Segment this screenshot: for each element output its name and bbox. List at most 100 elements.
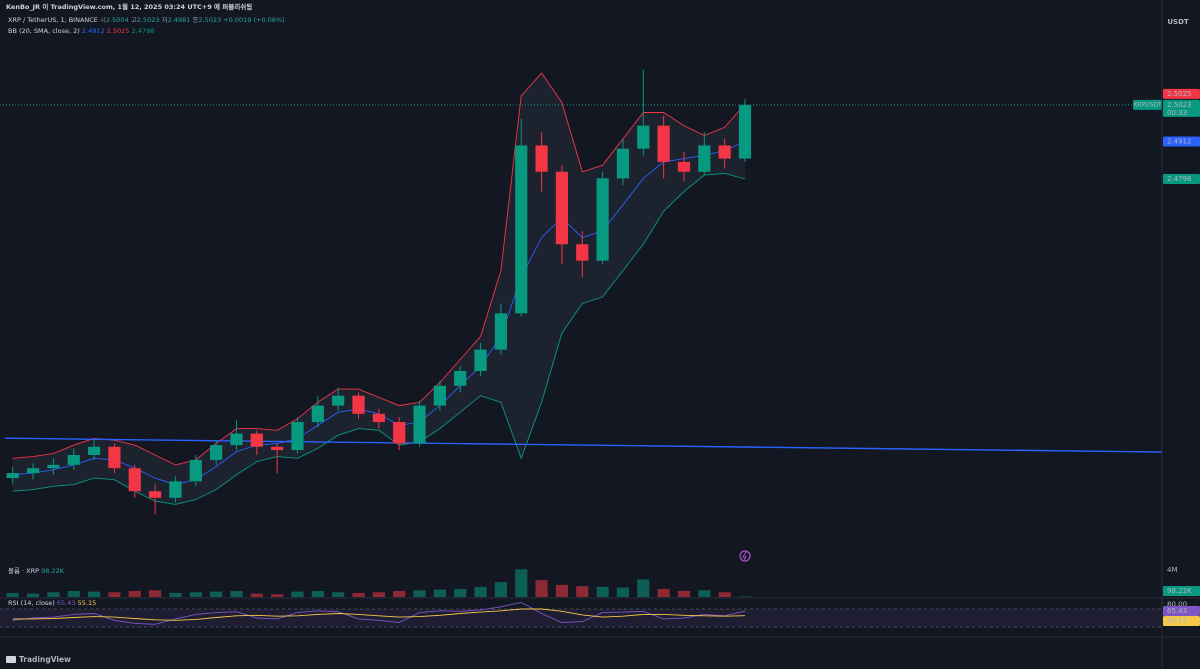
candle-body xyxy=(393,422,406,444)
rsi-value-box xyxy=(1163,606,1200,617)
candle-body xyxy=(535,145,548,172)
upper-price-label-box xyxy=(1163,88,1200,99)
ohlc-value: 2.5004 xyxy=(106,16,129,24)
trend-line xyxy=(5,437,1163,453)
plot xyxy=(0,69,1163,628)
bb-basis-value: 2.4912 xyxy=(82,27,105,35)
symbol-legend: XRP / TetherUS, 1, BINANCE 시2.5004 고2.50… xyxy=(8,15,285,24)
rsi-tick-label: 80.00 xyxy=(1167,601,1187,609)
candle-body xyxy=(311,405,324,423)
bb-name: BB (20, SMA, close, 2) xyxy=(8,27,80,35)
ohlc-value: 2.5023 xyxy=(198,16,221,24)
volume-value: 98.22K xyxy=(41,567,65,575)
candle-body xyxy=(698,145,711,172)
candle-body xyxy=(108,446,121,469)
candle-body xyxy=(433,385,446,406)
volume-bar xyxy=(372,592,385,597)
volume-bar xyxy=(576,586,589,597)
ohlc-label: 종 xyxy=(192,16,198,24)
candle-body xyxy=(616,148,630,179)
volume-value-label: 98.22K xyxy=(1167,587,1192,595)
volume-bar xyxy=(291,591,304,597)
candle-body xyxy=(332,395,345,406)
bb-upper-value: 2.5025 xyxy=(107,27,130,35)
candle-body xyxy=(738,104,752,159)
volume-value-box xyxy=(1163,586,1200,596)
candle-body xyxy=(474,349,487,372)
volume-bar xyxy=(189,592,202,597)
basis-price-label-box xyxy=(1163,136,1200,147)
last-price-label-sub: 00:33 xyxy=(1167,109,1187,117)
volume-bar xyxy=(698,590,711,597)
symbol: XRP / TetherUS, 1, BINANCE xyxy=(8,16,98,24)
volume-bar xyxy=(169,592,182,597)
candle-body xyxy=(677,161,691,172)
ohlc-label: 시 xyxy=(100,16,106,24)
candle-body xyxy=(637,125,650,149)
axis-unit: USDT xyxy=(1167,18,1189,26)
volume-bar xyxy=(67,590,80,597)
volume-bar xyxy=(555,584,569,597)
last-price-label-box xyxy=(1163,99,1200,117)
candle-body xyxy=(128,468,141,492)
volume-bar xyxy=(433,589,446,597)
candle-body xyxy=(26,468,40,474)
volume-title: 볼륨 · XRP xyxy=(8,566,39,575)
last-price-label: 2.5023 xyxy=(1167,101,1192,109)
volume-bar xyxy=(474,586,487,597)
volume-bar xyxy=(6,592,19,597)
candle-body xyxy=(413,405,426,444)
rsi-title: RSI (14, close) xyxy=(8,599,55,607)
candle-body xyxy=(372,413,385,423)
basis-price-label: 2.4912 xyxy=(1167,137,1192,145)
volume-legend: 볼륨 · XRP 98.22K xyxy=(8,566,65,575)
volume-bar xyxy=(718,592,731,597)
rsi-line xyxy=(12,608,746,621)
volume-bar xyxy=(454,588,467,597)
publisher-line: KenBo_JR 이 TradingView.com, 1월 12, 2025 … xyxy=(6,2,252,11)
candle-body xyxy=(250,433,263,447)
logo-text: TradingView xyxy=(19,655,71,664)
rsi-line xyxy=(12,601,746,625)
rsi-legend: RSI (14, close) 65.43 55.15 xyxy=(8,599,96,607)
volume-bar xyxy=(108,592,121,597)
volume-bar xyxy=(47,592,60,597)
candle-body xyxy=(210,445,223,460)
volume-bar xyxy=(515,569,528,597)
volume-bar xyxy=(657,588,670,597)
bb-legend: BB (20, SMA, close, 2) 2.4912 2.5025 2.4… xyxy=(8,27,154,35)
ohlc-label: 저 xyxy=(162,15,168,24)
volume-bar xyxy=(596,586,609,597)
candle-body xyxy=(657,125,670,162)
candle-body xyxy=(47,464,60,469)
volume-bar xyxy=(413,590,426,597)
candle-body xyxy=(718,145,731,159)
candle-body xyxy=(515,145,528,314)
volume-bar xyxy=(352,592,365,597)
ohlc-value: 2.4981 xyxy=(168,16,191,24)
rsi-value-label: 65.43 xyxy=(1167,607,1187,615)
volume-bar xyxy=(26,593,40,597)
bb-upper-line xyxy=(12,72,746,466)
volume-bar xyxy=(311,590,324,597)
candle-body xyxy=(555,171,569,245)
candle-body xyxy=(352,395,365,414)
logo: TradingView xyxy=(6,655,71,664)
volume-tick-label: 4M xyxy=(1167,566,1178,574)
rsi-value: 65.43 xyxy=(57,599,76,607)
volume-bar xyxy=(393,590,406,597)
candle-body xyxy=(6,473,19,479)
candle-body xyxy=(67,454,80,465)
volume-bar xyxy=(210,591,223,597)
ohlc-value: 2.5023 xyxy=(137,16,160,24)
candle-body xyxy=(230,433,243,446)
volume-bar xyxy=(271,594,284,597)
change: +0.0019 (+0.08%) xyxy=(223,16,284,24)
bb-lower-value: 2.4798 xyxy=(132,27,155,35)
candle-body xyxy=(271,446,284,451)
volume-bar xyxy=(738,596,752,597)
candle-body xyxy=(454,371,467,386)
candle-body xyxy=(576,244,589,261)
